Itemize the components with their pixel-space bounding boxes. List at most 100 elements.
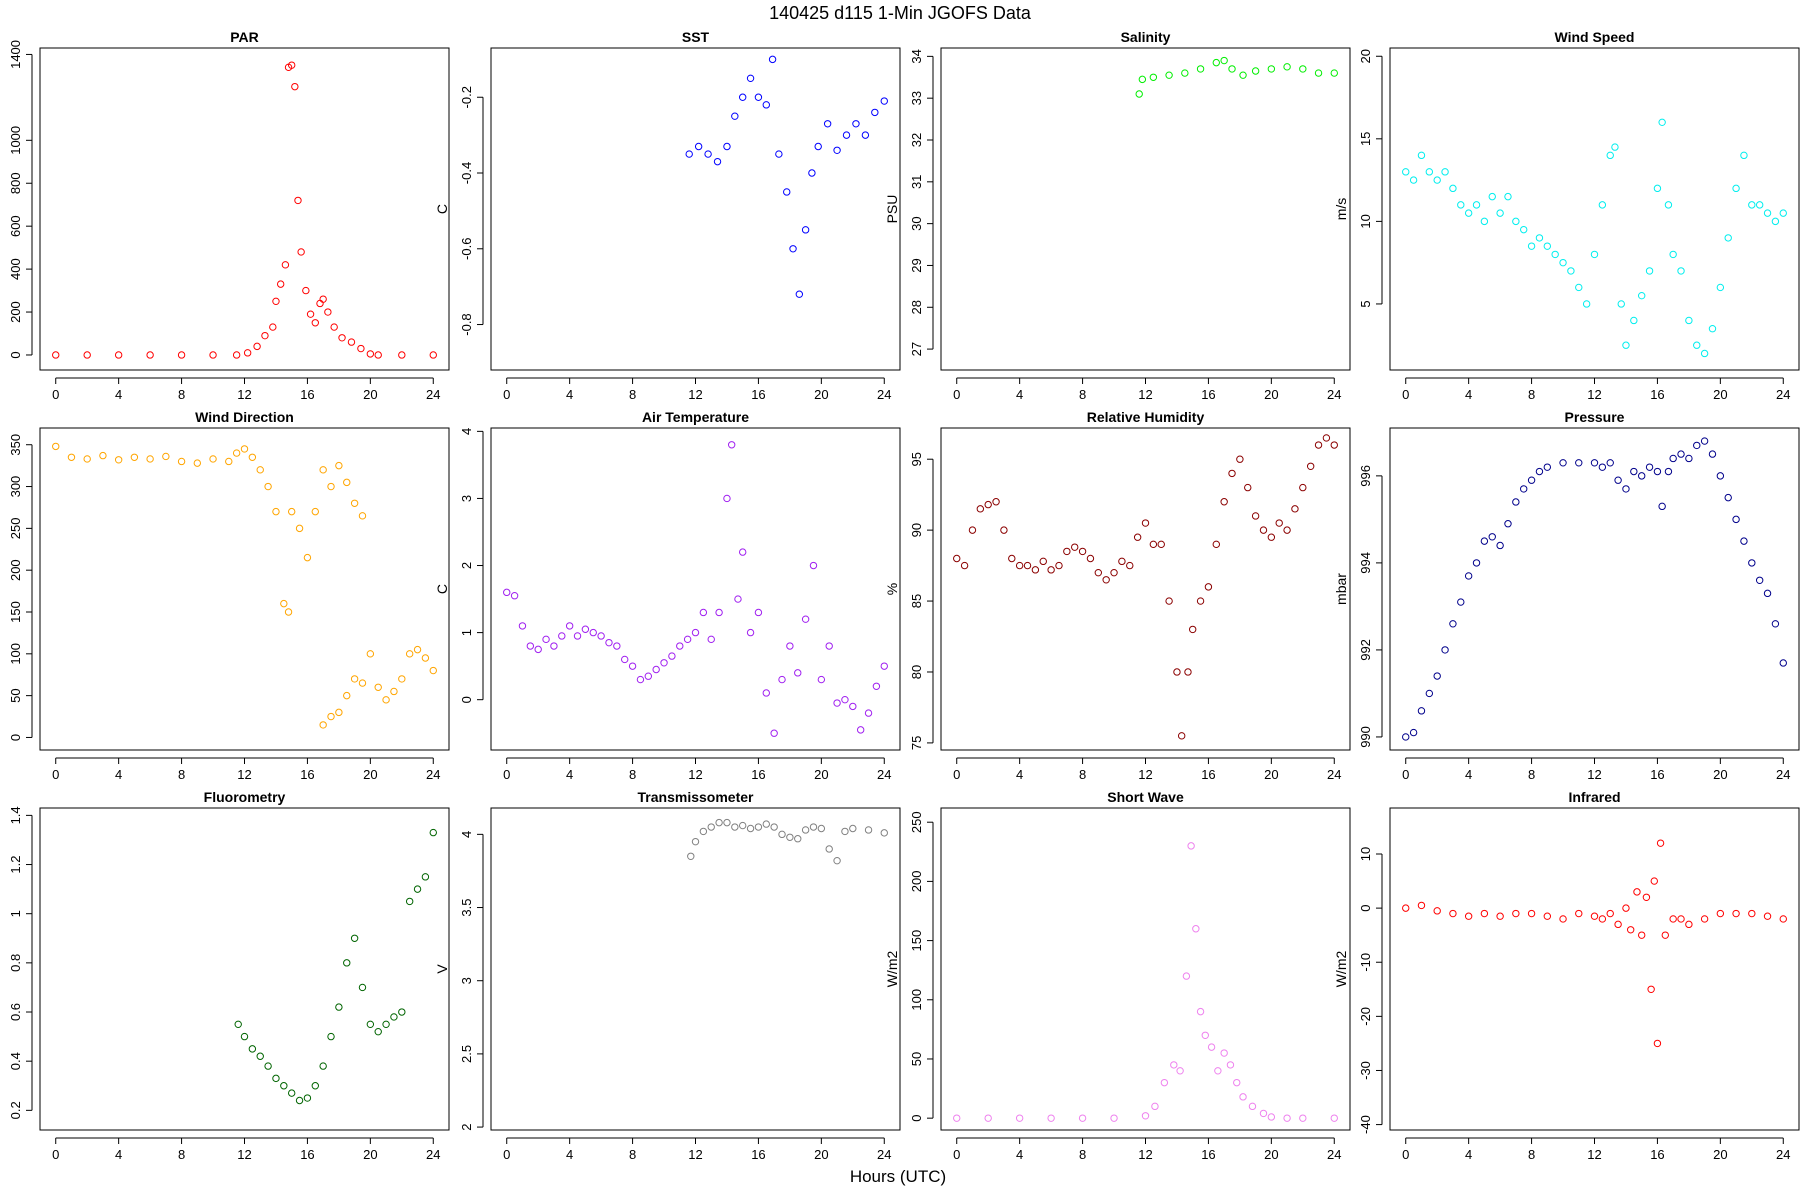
data-point — [795, 290, 804, 298]
x-tick-label: 20 — [363, 1147, 377, 1162]
x-tick-label: 24 — [877, 767, 891, 782]
data-point — [1449, 184, 1457, 193]
data-point — [526, 642, 535, 650]
data-point — [146, 351, 154, 359]
data-point — [303, 1094, 312, 1102]
data-point — [302, 286, 310, 295]
data-point — [1047, 566, 1055, 574]
data-point — [1177, 732, 1186, 740]
x-tick-label: 24 — [1776, 387, 1790, 402]
data-point — [1622, 904, 1630, 912]
y-tick-label: 90 — [909, 523, 924, 537]
data-point — [330, 323, 338, 331]
data-point — [1637, 472, 1646, 480]
data-point — [1685, 454, 1693, 463]
data-point — [146, 455, 154, 463]
x-tick-label: 12 — [1138, 1147, 1152, 1162]
data-point — [193, 459, 202, 467]
x-tick-label: 24 — [877, 387, 891, 402]
data-point — [984, 1114, 992, 1122]
series-sst — [685, 55, 888, 298]
data-point — [382, 1020, 390, 1029]
plot-frame-short-wave — [940, 807, 1351, 1131]
x-tick-label: 24 — [426, 387, 440, 402]
data-point — [1732, 184, 1740, 193]
data-point — [1299, 483, 1307, 492]
data-point — [1669, 250, 1677, 259]
data-point — [1685, 316, 1693, 325]
data-point — [597, 632, 605, 640]
data-point — [303, 553, 312, 562]
data-point — [1402, 168, 1410, 176]
data-point — [1457, 201, 1465, 209]
data-point — [1590, 459, 1599, 467]
data-point — [953, 1114, 961, 1122]
data-point — [1417, 151, 1426, 160]
data-point — [264, 1062, 272, 1070]
data-point — [1267, 1113, 1276, 1121]
data-point — [269, 323, 277, 331]
data-point — [319, 466, 327, 474]
data-point — [676, 642, 684, 650]
data-point — [209, 351, 217, 359]
y-axis-relative-humidity: 75 80 85 90 95 — [909, 452, 934, 750]
x-tick-label: 12 — [1587, 1147, 1601, 1162]
data-point — [1196, 65, 1205, 73]
data-point — [589, 628, 597, 637]
data-point — [581, 625, 590, 633]
data-point — [1251, 512, 1260, 520]
data-point — [338, 334, 346, 342]
x-tick-label: 4 — [566, 1147, 573, 1162]
data-point — [823, 120, 832, 128]
data-point — [1504, 520, 1512, 528]
data-point — [1551, 250, 1559, 259]
data-point — [1661, 931, 1669, 939]
data-point — [1457, 598, 1465, 606]
y-tick-label: 15 — [1358, 132, 1373, 146]
data-point — [1763, 209, 1772, 217]
series-relative-humidity — [953, 434, 1338, 740]
data-point — [809, 561, 818, 570]
data-point — [398, 1008, 406, 1016]
data-point — [1716, 283, 1725, 292]
panel-wind-direction: Wind Directiondeg04812162024050100150200… — [8, 409, 450, 782]
data-point — [1480, 909, 1489, 918]
data-point — [358, 679, 367, 687]
plot-frame-relative-humidity — [940, 427, 1351, 751]
data-point — [1527, 242, 1536, 250]
data-point — [768, 55, 777, 64]
data-point — [1748, 201, 1756, 209]
data-point — [778, 675, 786, 684]
data-point — [1598, 915, 1607, 923]
data-point — [754, 823, 763, 831]
x-tick-label: 16 — [751, 387, 765, 402]
data-point — [1472, 559, 1481, 567]
y-axis-fluorometry: 0.2 0.4 0.6 0.8 1 1.2 1.4 — [8, 806, 33, 1119]
data-point — [319, 721, 327, 729]
data-point — [754, 608, 763, 617]
data-point — [783, 188, 791, 196]
data-point — [1512, 909, 1520, 918]
data-point — [1204, 583, 1213, 591]
data-point — [1291, 505, 1299, 513]
x-tick-label: 8 — [1528, 387, 1535, 402]
y-tick-label: 32 — [909, 133, 924, 147]
data-point — [327, 1032, 335, 1041]
data-point — [1504, 192, 1512, 201]
data-point — [652, 665, 660, 674]
x-tick-label: 20 — [814, 387, 828, 402]
data-point — [960, 561, 969, 570]
data-point — [794, 669, 802, 677]
x-tick-label: 24 — [1776, 767, 1790, 782]
x-tick-label: 4 — [1465, 767, 1472, 782]
data-point — [234, 1020, 242, 1029]
data-point — [849, 702, 857, 711]
data-point — [746, 74, 755, 83]
series-air-temperature — [503, 441, 888, 737]
data-point — [114, 351, 123, 359]
y-tick-label: 28 — [909, 300, 924, 314]
data-point — [1645, 267, 1654, 275]
panel-wind-speed: Wind Speed m/s 0 4 8 12 16 20 24 5 10 15 20 — [1333, 29, 1800, 402]
data-point — [707, 635, 715, 644]
